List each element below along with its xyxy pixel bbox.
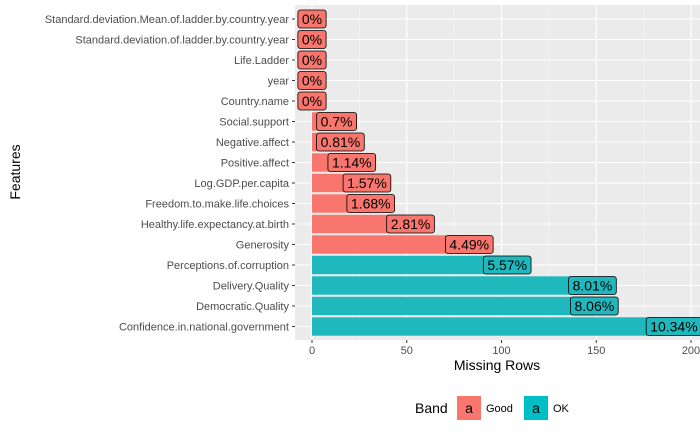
bar-label-box [297, 71, 327, 90]
bar-label-box [346, 194, 395, 213]
bar [312, 317, 674, 336]
bar-label-box [482, 255, 532, 275]
y-tick-label: Country.name [221, 96, 289, 108]
legend-key-glyph: a [532, 400, 540, 416]
y-tick-label: Positive.affect [221, 158, 289, 170]
legend: Band a Good a OK [415, 396, 570, 420]
bar-data-label: 0% [302, 52, 322, 68]
bar-data-label: 10.34% [650, 319, 697, 335]
bar-data-label: 0% [302, 32, 322, 48]
legend-key [524, 396, 548, 420]
y-tick-label: Confidence.in.national.government [119, 322, 289, 334]
bar-data-label: 0% [302, 11, 322, 27]
bar-labels: 0% 0% 0% 0% 0% 0.7% 0.81% 1.14% 1.57% 1.68%2.81% 4… [297, 9, 700, 336]
x-tick-label: 0 [309, 345, 315, 357]
y-tick-label: Social.support [219, 117, 289, 129]
bar-data-label: 1.57% [347, 175, 387, 191]
bars [312, 112, 674, 336]
y-tick-label: Freedom.to.make.life.choices [145, 199, 289, 211]
y-tick-label: Perceptions.of.corruption [167, 260, 289, 272]
legend-entry-label: Good [486, 403, 513, 415]
y-tick-label: Log.GDP.per.capita [194, 178, 289, 190]
legend-title: Band [415, 400, 448, 416]
y-tick-label: Delivery.Quality [213, 281, 290, 293]
legend-entry-label: OK [553, 403, 570, 415]
bar-label-box [568, 276, 617, 295]
bar-data-label: 8.06% [575, 298, 615, 314]
y-tick-label: Standard.deviation.Mean.of.ladder.by.cou… [45, 14, 290, 26]
bar [312, 255, 508, 275]
bar-label-box [297, 9, 327, 29]
y-tick-label: Democratic.Quality [196, 301, 289, 313]
x-tick-label: 100 [492, 345, 510, 357]
bar-data-label: 0% [302, 93, 322, 109]
bar [312, 296, 595, 316]
y-axis-title: Features [7, 144, 23, 199]
bar [312, 276, 593, 295]
bar-label-box [297, 50, 327, 70]
bar-label-box [297, 91, 327, 111]
y-axis: Standard.deviation.Mean.of.ladder.by.cou… [45, 14, 295, 334]
y-tick-label: Healthy.life.expectancy.at.birth [141, 219, 289, 231]
bar-label-box [645, 317, 700, 336]
bar-label-box [297, 30, 327, 49]
x-tick-label: 200 [682, 345, 700, 357]
legend-key [457, 396, 481, 420]
bar-data-label: 5.57% [487, 257, 527, 273]
y-tick-label: Generosity [236, 240, 290, 252]
y-tick-label: Standard.deviation.of.ladder.by.country.… [75, 35, 289, 47]
bar-label-box [327, 153, 377, 172]
bar-data-label: 1.14% [332, 155, 372, 171]
bar-label-box [570, 296, 619, 316]
bar-data-label: 0.81% [321, 134, 361, 150]
y-tick-label: year [268, 76, 290, 88]
y-tick-label: Negative.affect [216, 137, 289, 149]
bar-label-box [316, 112, 357, 131]
bar-data-label: 2.81% [391, 216, 431, 232]
legend-key-glyph: a [465, 400, 473, 416]
bar-label-box [445, 235, 494, 254]
x-tick-label: 150 [587, 345, 605, 357]
x-axis-title: Missing Rows [454, 357, 540, 373]
bar-data-label: 4.49% [449, 237, 489, 253]
bar-data-label: 0.7% [321, 114, 353, 130]
x-tick-label: 50 [401, 345, 413, 357]
bar-label-box [386, 214, 435, 234]
x-axis: 0 50 100 150 200 [309, 340, 700, 357]
y-tick-label: Life.Ladder [234, 55, 289, 67]
bar-label-box [342, 173, 392, 193]
bar-data-label: 8.01% [573, 278, 613, 294]
bar [312, 214, 411, 234]
bar [312, 235, 470, 254]
bar-label-box [316, 132, 365, 152]
bar-data-label: 1.68% [351, 196, 391, 212]
bar-data-label: 0% [302, 73, 322, 89]
